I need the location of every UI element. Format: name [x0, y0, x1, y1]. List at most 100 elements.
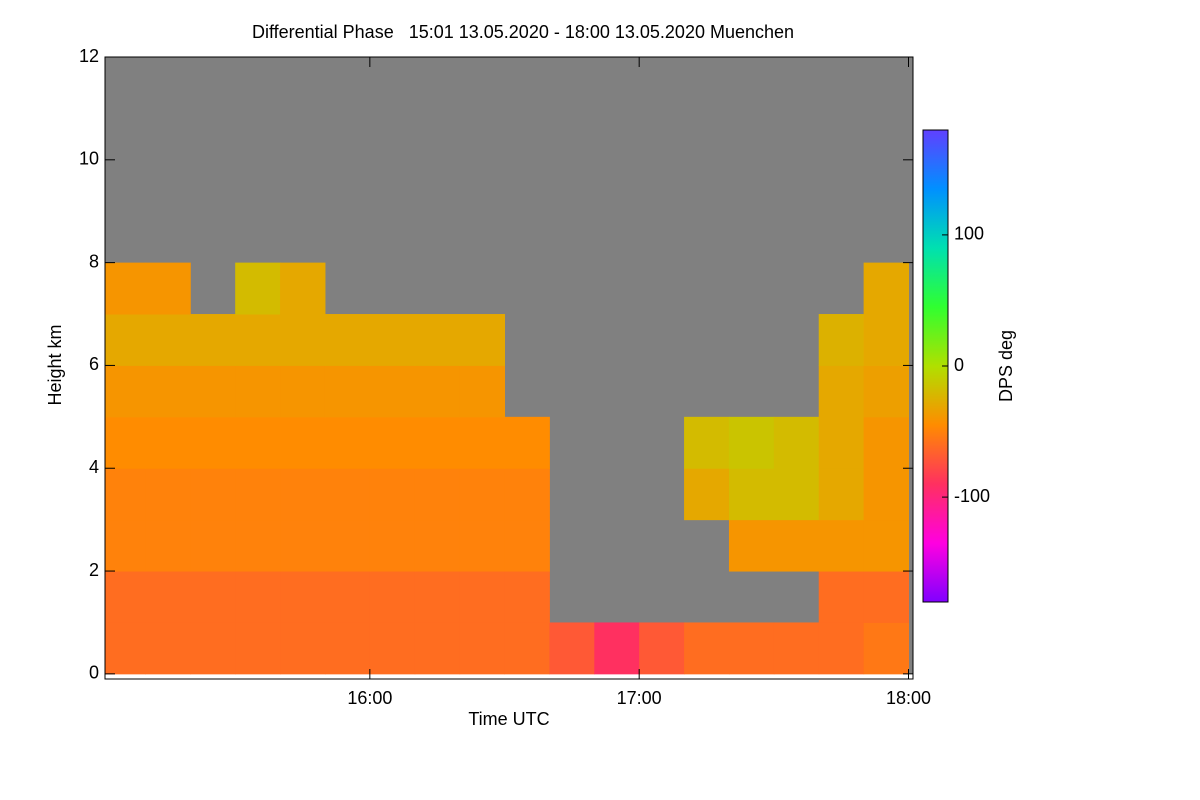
heatmap-cell: [145, 262, 191, 315]
heatmap-cell: [280, 365, 326, 418]
heatmap-cell: [459, 571, 506, 623]
heatmap-cell: [190, 416, 236, 469]
heatmap-cell: [459, 519, 506, 572]
y-tick-label: 2: [89, 560, 99, 580]
heatmap-cell: [324, 314, 371, 366]
heatmap-cell: [728, 416, 775, 469]
heatmap-cell: [728, 468, 775, 521]
colorbar-tick-label: 0: [954, 355, 964, 375]
heatmap-cell: [324, 468, 371, 521]
heatmap-cell: [235, 468, 281, 521]
heatmap-cell: [145, 365, 191, 418]
y-axis-label: Height km: [45, 324, 65, 405]
heatmap-cell: [728, 622, 775, 675]
heatmap-cell: [414, 416, 461, 469]
x-axis-label: Time UTC: [468, 709, 549, 729]
heatmap-cell: [818, 519, 865, 572]
heatmap-cell: [459, 468, 506, 521]
heatmap-cell: [773, 416, 820, 469]
heatmap-cell: [818, 416, 865, 469]
colorbar-label: DPS deg: [996, 330, 1016, 402]
heatmap-cell: [280, 519, 326, 572]
heatmap-cell: [863, 571, 910, 623]
heatmap-cell: [369, 314, 416, 366]
heatmap-cell: [324, 365, 371, 418]
x-tick-label: 16:00: [347, 688, 392, 708]
heatmap-cell: [105, 314, 146, 366]
heatmap-cell: [145, 468, 191, 521]
colorbar-tick-label: 100: [954, 224, 984, 244]
heatmap-cell: [280, 622, 326, 675]
plot-frame: [104, 56, 914, 680]
heatmap-cell: [639, 622, 685, 675]
heatmap-cell: [459, 314, 506, 366]
heatmap-cell: [414, 519, 461, 572]
heatmap-cell: [324, 519, 371, 572]
y-tick-label: 4: [89, 457, 99, 477]
heatmap-cell: [549, 622, 595, 675]
heatmap-cell: [863, 314, 910, 366]
heatmap-cell: [594, 622, 640, 675]
chart-title: Differential Phase 15:01 13.05.2020 - 18…: [252, 22, 794, 42]
y-tick-label: 8: [89, 251, 99, 271]
heatmap-cell: [773, 622, 820, 675]
heatmap-cell: [773, 519, 820, 572]
heatmap-cell: [504, 519, 550, 572]
heatmap-cell: [145, 519, 191, 572]
heatmap-cell: [504, 622, 550, 675]
heatmap-cell: [684, 416, 730, 469]
heatmap-cell: [190, 571, 236, 623]
heatmap-cell: [414, 571, 461, 623]
heatmap-cell: [190, 468, 236, 521]
heatmap-cell: [235, 365, 281, 418]
heatmap-cell: [190, 314, 236, 366]
heatmap-cell: [280, 468, 326, 521]
heatmap-cell: [324, 622, 371, 675]
heatmap-cell: [369, 622, 416, 675]
x-tick-label: 17:00: [617, 688, 662, 708]
heatmap-cell: [414, 365, 461, 418]
heatmap-cell: [684, 622, 730, 675]
heatmap-cell: [504, 416, 550, 469]
heatmap-cell: [235, 262, 281, 315]
heatmap-cell: [818, 365, 865, 418]
heatmap-cell: [863, 468, 910, 521]
colorbar-tick-label: -100: [954, 486, 990, 506]
heatmap-cell: [369, 571, 416, 623]
heatmap-cell: [105, 365, 146, 418]
heatmap-cell: [459, 365, 506, 418]
heatmap-cell: [235, 416, 281, 469]
heatmap-cell: [105, 468, 146, 521]
heatmap-cell: [235, 519, 281, 572]
heatmap-cell: [863, 416, 910, 469]
heatmap-cell: [818, 468, 865, 521]
heatmap-cell: [280, 571, 326, 623]
heatmap-cell: [235, 571, 281, 623]
heatmap-cell: [414, 468, 461, 521]
heatmap-cell: [324, 416, 371, 469]
heatmap-cell: [863, 519, 910, 572]
heatmap-cell: [280, 262, 326, 315]
heatmap-cell: [863, 365, 910, 418]
heatmap-cell: [324, 571, 371, 623]
heatmap-cell: [105, 262, 146, 315]
heatmap-cell: [190, 519, 236, 572]
y-tick-label: 12: [79, 46, 99, 66]
heatmap-cell: [280, 416, 326, 469]
heatmap-cell: [369, 468, 416, 521]
heatmap-cell: [369, 365, 416, 418]
y-tick-label: 10: [79, 149, 99, 169]
heatmap-cell: [235, 622, 281, 675]
heatmap-cell: [145, 314, 191, 366]
heatmap-cell: [105, 571, 146, 623]
x-tick-label: 18:00: [886, 688, 931, 708]
heatmap-cell: [459, 622, 506, 675]
heatmap-cell: [105, 519, 146, 572]
heatmap-cell: [863, 622, 910, 675]
y-tick-label: 0: [89, 663, 99, 683]
heatmap-cell: [280, 314, 326, 366]
heatmap-cell: [369, 416, 416, 469]
heatmap-cell: [459, 416, 506, 469]
heatmap-cell: [414, 622, 461, 675]
heatmap-cell: [863, 262, 910, 315]
